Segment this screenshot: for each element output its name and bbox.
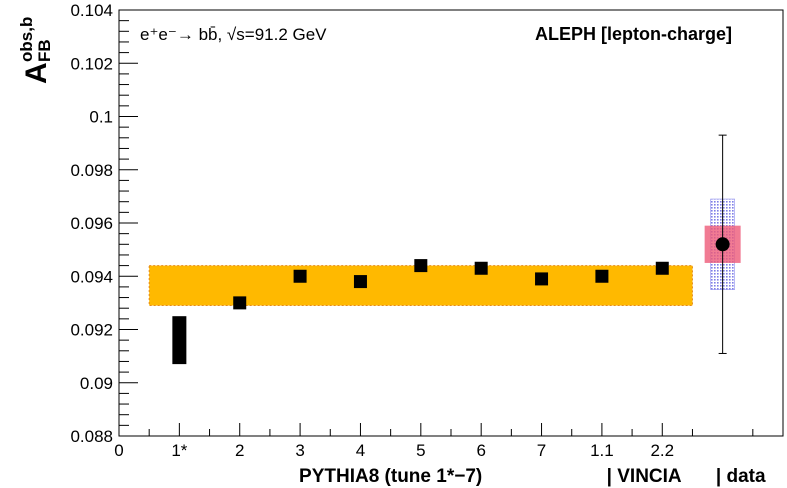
data-point-3 (353, 275, 367, 289)
process-label: e⁺e⁻→ bb̄, √s=91.2 GeV (140, 25, 327, 44)
x-tick-label-0: 0 (114, 441, 123, 460)
y-tick-label-0: 0.088 (70, 427, 113, 446)
axes: 0.088 0.09 0.092 0.094 0.096 0.098 0.1 0.102 0.1… (70, 1, 754, 460)
plot-content (148, 134, 741, 365)
y-axis-title: A obs,b FB (17, 17, 54, 84)
y-axis-title-main: A (20, 62, 53, 84)
experiment-label: ALEPH [lepton-charge] (535, 24, 732, 44)
data-point-4 (414, 259, 428, 273)
x-axis-label-0: PYTHIA8 (tune 1*−7) (299, 466, 482, 487)
y-tick-label-1: 0.09 (80, 374, 113, 393)
x-tick-label-2: 2 (235, 441, 244, 460)
x-axis-label-1: | VINCIA (607, 466, 682, 487)
y-axis-title-sub: FB (35, 39, 54, 62)
x-axis-group-labels: PYTHIA8 (tune 1*−7) | VINCIA | data (299, 466, 766, 487)
y-tick-label-2: 0.092 (70, 321, 113, 340)
y-axis-title-sup: obs,b (17, 17, 36, 62)
x-tick-label-3: 3 (295, 441, 304, 460)
y-tick-label-7: 0.102 (70, 54, 113, 73)
y-tick-label-8: 0.104 (70, 1, 113, 20)
data-point-5 (474, 261, 488, 275)
x-tick-label-7: 7 (537, 441, 546, 460)
x-tick-label-8: 1.1 (590, 441, 614, 460)
y-tick-label-4: 0.096 (70, 214, 113, 233)
x-axis-label-2: | data (716, 466, 766, 487)
x-tick-label-9: 2.2 (650, 441, 674, 460)
data-point-8 (655, 261, 669, 275)
x-tick-label-5: 5 (416, 441, 425, 460)
data-point-measured (715, 237, 730, 252)
y-tick-label-3: 0.094 (70, 267, 113, 286)
x-tick-label-4: 4 (356, 441, 365, 460)
data-point-0 (172, 316, 187, 365)
y-tick-label-6: 0.1 (89, 108, 113, 127)
data-point-2 (293, 269, 307, 283)
data-point-1 (233, 296, 247, 310)
x-tick-label-1: 1* (171, 441, 187, 460)
plot-frame (118, 9, 784, 437)
data-point-6 (535, 272, 549, 286)
data-point-7 (595, 269, 609, 283)
y-tick-label-5: 0.098 (70, 161, 113, 180)
x-tick-label-6: 6 (476, 441, 485, 460)
